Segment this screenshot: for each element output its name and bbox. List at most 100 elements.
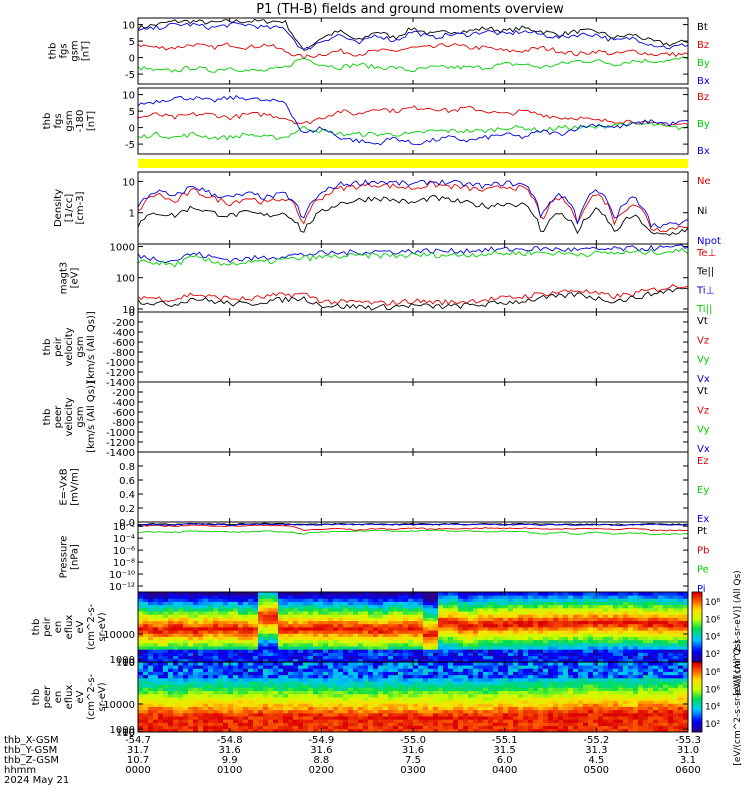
spectrogram-cell [328, 716, 333, 720]
spectrogram-cell [618, 672, 623, 676]
spectrogram-cell [253, 684, 258, 688]
spectrogram-cell [333, 656, 338, 660]
spectrogram-cell [603, 726, 608, 730]
spectrogram-cell [478, 627, 483, 631]
spectrogram-cell [428, 726, 433, 730]
spectrogram-cell [588, 649, 593, 653]
spectrogram-cell [663, 633, 668, 637]
spectrogram-cell [193, 703, 198, 707]
spectrogram-cell [623, 627, 628, 631]
spectrogram-cell [273, 624, 278, 628]
spectrogram-cell [203, 684, 208, 688]
spectrogram-cell [573, 694, 578, 698]
spectrogram-cell [438, 592, 443, 596]
spectrogram-cell [563, 726, 568, 730]
spectrogram-cell [553, 684, 558, 688]
spectrogram-cell [523, 637, 528, 641]
spectrogram-cell [293, 713, 298, 717]
spectrogram-cell [528, 668, 533, 672]
spectrogram-cell [423, 672, 428, 676]
spectrogram-cell [578, 646, 583, 650]
spectrogram-cell [428, 665, 433, 669]
spectrogram-cell [498, 633, 503, 637]
spectrogram-cell [228, 697, 233, 701]
spectrogram-cell [548, 627, 553, 631]
spectrogram-cell [558, 681, 563, 685]
spectrogram-cell [298, 649, 303, 653]
spectrogram-cell [263, 665, 268, 669]
spectrogram-cell [178, 646, 183, 650]
spectrogram-cell [263, 614, 268, 618]
spectrogram-cell [223, 713, 228, 717]
spectrogram-cell [633, 617, 638, 621]
spectrogram-cell [468, 605, 473, 609]
spectrogram-cell [478, 602, 483, 606]
spectrogram-cell [413, 595, 418, 599]
spectrogram-cell [328, 665, 333, 669]
spectrogram-cell [518, 694, 523, 698]
spectrogram-cell [163, 710, 168, 714]
spectrogram-cell [583, 649, 588, 653]
spectrogram-cell [383, 726, 388, 730]
spectrogram-cell [628, 608, 633, 612]
spectrogram-cell [483, 675, 488, 679]
spectrogram-cell [378, 605, 383, 609]
spectrogram-cell [453, 668, 458, 672]
spectrogram-cell [578, 697, 583, 701]
spectrogram-cell [403, 684, 408, 688]
spectrogram-cell [173, 687, 178, 691]
spectrogram-cell [278, 621, 283, 625]
spectrogram-cell [373, 700, 378, 704]
spectrogram-cell [403, 703, 408, 707]
spectrogram-cell [273, 633, 278, 637]
spectrogram-cell [538, 703, 543, 707]
spectrogram-cell [168, 668, 173, 672]
spectrogram-cell [538, 627, 543, 631]
spectrogram-cell [593, 637, 598, 641]
spectrogram-cell [518, 602, 523, 606]
spectrogram-cell [158, 617, 163, 621]
spectrogram-cell [508, 668, 513, 672]
spectrogram-cell [623, 678, 628, 682]
spectrogram-cell [338, 665, 343, 669]
spectrogram-cell [233, 605, 238, 609]
spectrogram-cell [238, 672, 243, 676]
spectrogram-cell [343, 617, 348, 621]
spectrogram-cell [273, 678, 278, 682]
spectrogram-cell [618, 665, 623, 669]
spectrogram-cell [183, 678, 188, 682]
spectrogram-cell [453, 643, 458, 647]
spectrogram-cell [678, 611, 683, 615]
spectrogram-cell [418, 643, 423, 647]
panel-frame [138, 172, 688, 244]
spectrogram-cell [558, 630, 563, 634]
spectrogram-cell [218, 646, 223, 650]
spectrogram-cell [593, 652, 598, 656]
spectrogram-cell [608, 716, 613, 720]
spectrogram-cell [338, 614, 343, 618]
spectrogram-cell [378, 643, 383, 647]
spectrogram-cell [298, 611, 303, 615]
y-axis-label-line: [km/s (All Qs)] [86, 381, 97, 453]
spectrogram-cell [323, 649, 328, 653]
spectrogram-cell [498, 665, 503, 669]
spectrogram-cell [273, 726, 278, 730]
spectrogram-cell [423, 611, 428, 615]
spectrogram-cell [583, 621, 588, 625]
spectrogram-cell [193, 672, 198, 676]
spectrogram-cell [173, 668, 178, 672]
spectrogram-cell [258, 662, 263, 666]
spectrogram-cell [178, 608, 183, 612]
spectrogram-cell [578, 681, 583, 685]
spectrogram-cell [403, 656, 408, 660]
legend-label-Pb: Pb [697, 545, 709, 556]
y-tick-label: 10⁻⁸ [113, 558, 135, 569]
spectrogram-cell [638, 627, 643, 631]
spectrogram-cell [588, 633, 593, 637]
spectrogram-cell [658, 592, 663, 596]
spectrogram-cell [373, 703, 378, 707]
spectrogram-cell [548, 646, 553, 650]
spectrogram-cell [283, 700, 288, 704]
spectrogram-cell [528, 672, 533, 676]
y-axis-label-line: velocity [64, 397, 75, 436]
